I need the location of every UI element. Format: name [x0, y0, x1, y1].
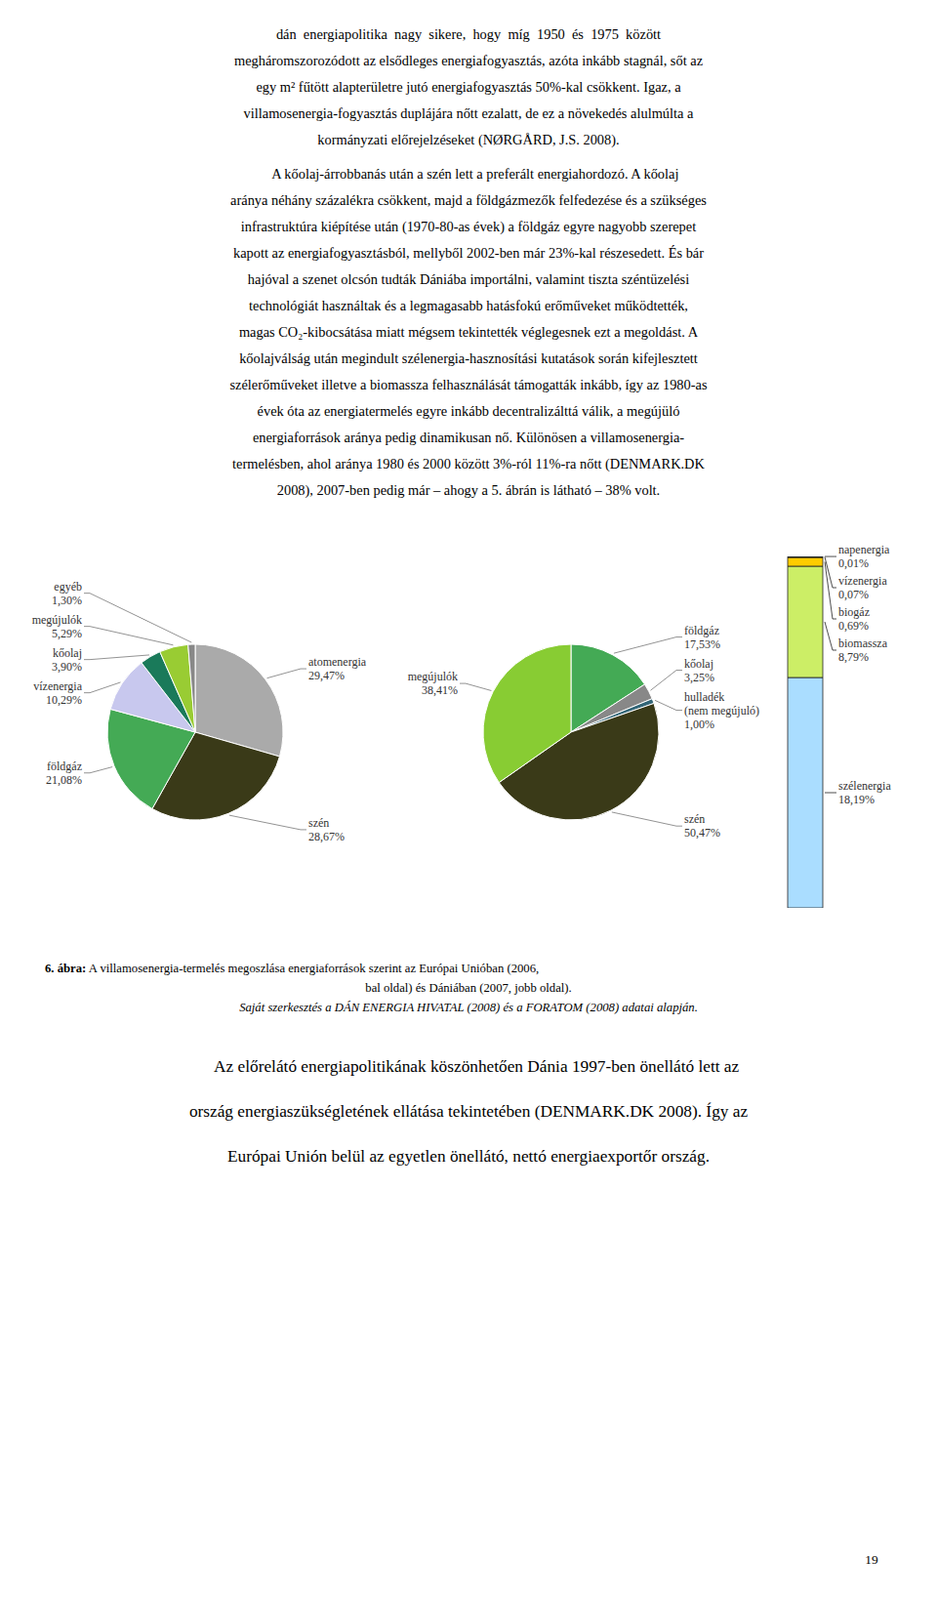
svg-text:vízenergia10,29%: vízenergia10,29%: [33, 679, 82, 707]
html-text:szélerőműveket illetve a bioma: szélerőműveket illetve a biomassza felha…: [229, 376, 708, 393]
html-text:6. ábra: A villamosenergia-ter: 6. ábra: A villamosenergia-termelés mego…: [44, 961, 539, 976]
svg-text:hulladék(nem megújuló)1,00%: hulladék(nem megújuló)1,00%: [684, 690, 760, 732]
svg-text:szén50,47%: szén50,47%: [684, 812, 721, 840]
html-text:villamosenergia-fogyasztás dup: villamosenergia-fogyasztás duplájára nőt…: [243, 105, 694, 122]
html-text:termelésben, ahol aránya 1980: termelésben, ahol aránya 1980 és 2000 kö…: [232, 455, 705, 472]
html-text:egy m² fűtött alapterületre ju: egy m² fűtött alapterületre jutó energia…: [256, 79, 681, 95]
html-text:technológiát használtak és a l: technológiát használtak és a legmagasabb…: [248, 297, 689, 314]
html-text:aránya néhány százalékra csökk: aránya néhány százalékra csökkent, majd …: [230, 192, 707, 208]
html-text:Az előrelátó energiapolitikána: Az előrelátó energiapolitikának köszönhe…: [197, 1057, 740, 1076]
html-text:dán energiapolitika nagy siker: dán energiapolitika nagy sikere, hogy mí…: [276, 26, 661, 42]
svg-text:biomassza8,79%: biomassza8,79%: [838, 636, 889, 664]
svg-text:szélenergia18,19%: szélenergia18,19%: [838, 778, 892, 807]
svg-text:vízenergia0,07%: vízenergia0,07%: [838, 573, 888, 602]
svg-text:napenergia0,01%: napenergia0,01%: [838, 542, 891, 571]
html-text:évek óta az energiatermelés eg: évek óta az energiatermelés egyre inkább…: [257, 403, 680, 419]
html-text:hajóval a szenet olcsón tudták: hajóval a szenet olcsón tudták Dániába i…: [247, 271, 690, 287]
html-text:magas CO₂-kibocsátása miatt mé: magas CO₂-kibocsátása miatt mégsem tekin…: [239, 324, 698, 340]
html-text:kormányzati előrejelzéseket (N: kormányzati előrejelzéseket (NØRGÅRD, J.…: [317, 131, 620, 148]
svg-text:megújulók5,29%: megújulók5,29%: [32, 612, 82, 641]
html-text:kőolajválság után megindult sz: kőolajválság után megindult szélenergia-…: [239, 350, 698, 367]
svg-text:biogáz0,69%: biogáz0,69%: [838, 605, 870, 633]
svg-text:kőolaj3,25%: kőolaj3,25%: [684, 656, 715, 685]
svg-text:földgáz17,53%: földgáz17,53%: [684, 623, 721, 652]
html-text:energiaforrások aránya pedig d: energiaforrások aránya pedig dinamikusan…: [252, 429, 685, 446]
html-text:Saját szerkesztés a DÁN ENERGI: Saját szerkesztés a DÁN ENERGIA HIVATAL …: [239, 1000, 698, 1015]
html-text:2008), 2007-ben pedig már – ah: 2008), 2007-ben pedig már – ahogy a 5. á…: [277, 482, 660, 498]
svg-text:kőolaj3,90%: kőolaj3,90%: [51, 646, 82, 674]
html-text:infrastruktúra kiépítése után: infrastruktúra kiépítése után (1970-80-a…: [240, 218, 697, 235]
html-text:kapott az energiafogyasztásból: kapott az energiafogyasztásból, mellyből…: [233, 244, 704, 261]
html-text:A kőolaj-árrobbanás után a szé: A kőolaj-árrobbanás után a szén lett a p…: [258, 165, 679, 182]
svg-text:atomenergia29,47%: atomenergia29,47%: [308, 654, 367, 683]
svg-text:szén28,67%: szén28,67%: [308, 815, 345, 844]
html-text:19: 19: [865, 1551, 879, 1567]
svg-text:megújulók38,41%: megújulók38,41%: [407, 669, 458, 697]
svg-text:földgáz21,08%: földgáz21,08%: [45, 759, 82, 787]
html-text:ország energiaszükségletének e: ország energiaszükségletének ellátása te…: [189, 1101, 748, 1121]
html-text:bal oldal) és Dániában (2007,: bal oldal) és Dániában (2007, jobb oldal…: [365, 980, 572, 995]
svg-text:egyéb1,30%: egyéb1,30%: [51, 579, 82, 608]
html-text:megháromszorozódott az elsődle: megháromszorozódott az elsődleges energi…: [234, 52, 703, 69]
html-text:Európai Unión belül az egyetle: Európai Unión belül az egyetlen önellátó…: [227, 1146, 710, 1166]
